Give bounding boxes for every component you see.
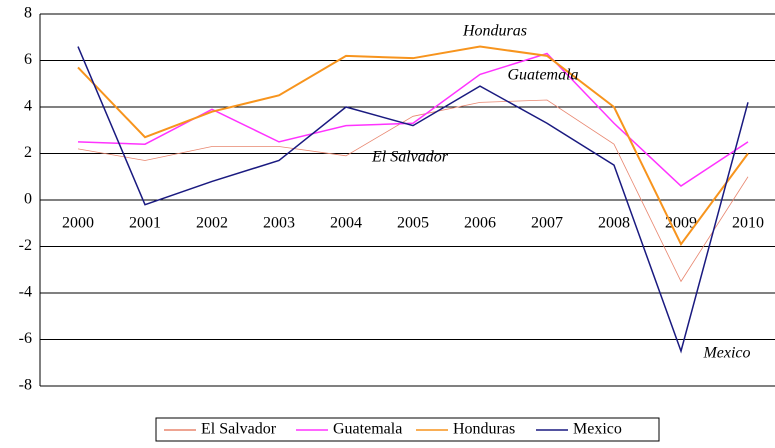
x-tick-label: 2008 <box>598 215 630 232</box>
x-tick-label: 2004 <box>330 215 362 232</box>
x-tick-label: 2007 <box>531 215 563 232</box>
x-tick-label: 2003 <box>263 215 295 232</box>
y-tick-label: 6 <box>24 51 32 68</box>
annotation: Honduras <box>462 23 527 40</box>
legend-label: El Salvador <box>201 421 277 438</box>
x-tick-label: 2006 <box>464 215 496 232</box>
y-tick-label: -4 <box>19 284 32 301</box>
y-tick-label: -8 <box>19 377 32 394</box>
annotation: El Salvador <box>371 149 449 166</box>
annotation: Guatemala <box>507 67 578 84</box>
y-tick-label: 0 <box>24 191 32 208</box>
y-tick-label: -2 <box>19 237 32 254</box>
y-tick-label: 8 <box>24 5 32 22</box>
y-tick-label: -6 <box>19 330 32 347</box>
legend-box <box>155 417 660 442</box>
x-tick-label: 2000 <box>62 215 94 232</box>
x-tick-label: 2001 <box>129 215 161 232</box>
legend-label: Honduras <box>453 421 515 438</box>
series-line <box>77 52 749 188</box>
series-line <box>77 99 749 283</box>
series-line <box>77 45 749 247</box>
x-tick-label: 2002 <box>196 215 228 232</box>
legend-label: Guatemala <box>333 421 402 438</box>
y-tick-label: 4 <box>24 98 32 115</box>
x-tick-label: 2005 <box>397 215 429 232</box>
series-line <box>77 46 749 354</box>
legend-label: Mexico <box>573 421 622 438</box>
annotation: Mexico <box>702 345 750 362</box>
x-tick-label: 2010 <box>732 215 764 232</box>
y-tick-label: 2 <box>24 144 32 161</box>
